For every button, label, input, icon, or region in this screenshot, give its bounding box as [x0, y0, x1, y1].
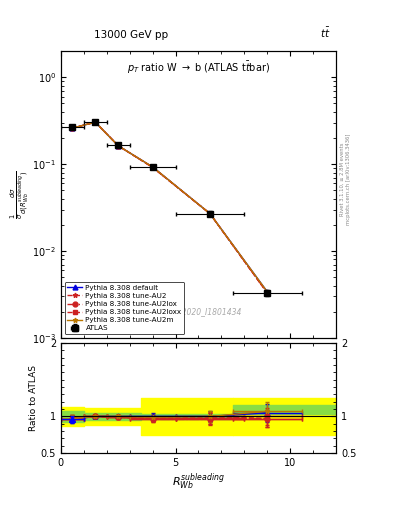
- Y-axis label: $\frac{1}{\sigma}\frac{d\sigma}{d(R_{Wb}^{subleading})}$: $\frac{1}{\sigma}\frac{d\sigma}{d(R_{Wb}…: [8, 170, 31, 219]
- Pythia 8.308 default: [93, 119, 97, 125]
- Line: Pythia 8.308 tune-AU2loxx: Pythia 8.308 tune-AU2loxx: [70, 120, 270, 295]
- Pythia 8.308 default: [116, 143, 121, 149]
- Pythia 8.308 tune-AU2m: [116, 143, 121, 149]
- Text: 13000 GeV pp: 13000 GeV pp: [94, 30, 168, 40]
- Pythia 8.308 tune-AU2lox: [150, 164, 155, 170]
- Pythia 8.308 tune-AU2lox: [265, 290, 270, 296]
- Pythia 8.308 tune-AU2loxx: [93, 119, 97, 125]
- Pythia 8.308 tune-AU2m: [150, 164, 155, 170]
- Pythia 8.308 tune-AU2lox: [70, 125, 75, 131]
- Pythia 8.308 tune-AU2: [150, 164, 155, 170]
- Pythia 8.308 tune-AU2loxx: [116, 143, 121, 149]
- Pythia 8.308 tune-AU2m: [208, 210, 212, 217]
- Pythia 8.308 tune-AU2loxx: [265, 290, 270, 296]
- Text: Rivet 3.1.10, ≥ 2.8M events: Rivet 3.1.10, ≥ 2.8M events: [340, 142, 345, 216]
- Pythia 8.308 tune-AU2: [208, 210, 212, 217]
- Pythia 8.308 tune-AU2m: [265, 289, 270, 295]
- Pythia 8.308 tune-AU2m: [70, 125, 75, 131]
- Pythia 8.308 default: [150, 164, 155, 170]
- Pythia 8.308 tune-AU2lox: [93, 119, 97, 125]
- Pythia 8.308 tune-AU2loxx: [208, 210, 212, 217]
- Pythia 8.308 tune-AU2: [116, 143, 121, 149]
- Pythia 8.308 default: [208, 210, 212, 217]
- Pythia 8.308 tune-AU2loxx: [70, 125, 75, 131]
- Line: Pythia 8.308 tune-AU2: Pythia 8.308 tune-AU2: [70, 120, 270, 295]
- Legend: Pythia 8.308 default, Pythia 8.308 tune-AU2, Pythia 8.308 tune-AU2lox, Pythia 8.: Pythia 8.308 default, Pythia 8.308 tune-…: [64, 282, 184, 334]
- Line: Pythia 8.308 default: Pythia 8.308 default: [70, 120, 270, 294]
- X-axis label: $R_{Wb}^{subleading}$: $R_{Wb}^{subleading}$: [172, 471, 225, 492]
- Pythia 8.308 tune-AU2m: [93, 119, 97, 125]
- Pythia 8.308 tune-AU2loxx: [150, 164, 155, 170]
- Line: Pythia 8.308 tune-AU2lox: Pythia 8.308 tune-AU2lox: [70, 120, 270, 295]
- Line: Pythia 8.308 tune-AU2m: Pythia 8.308 tune-AU2m: [70, 120, 270, 294]
- Pythia 8.308 default: [265, 289, 270, 295]
- Text: ATLAS_2020_I1801434: ATLAS_2020_I1801434: [155, 308, 242, 316]
- Text: mcplots.cern.ch [arXiv:1306.3436]: mcplots.cern.ch [arXiv:1306.3436]: [346, 134, 351, 225]
- Pythia 8.308 tune-AU2: [265, 290, 270, 296]
- Y-axis label: Ratio to ATLAS: Ratio to ATLAS: [29, 365, 38, 431]
- Pythia 8.308 tune-AU2lox: [116, 143, 121, 149]
- Pythia 8.308 tune-AU2lox: [208, 210, 212, 217]
- Pythia 8.308 tune-AU2: [70, 125, 75, 131]
- Pythia 8.308 default: [70, 125, 75, 131]
- Text: $p_T$ ratio W $\rightarrow$ b (ATLAS t$\bar{t}$bar): $p_T$ ratio W $\rightarrow$ b (ATLAS t$\…: [127, 60, 270, 76]
- Pythia 8.308 tune-AU2: [93, 119, 97, 125]
- Text: $t\bar{t}$: $t\bar{t}$: [320, 26, 331, 40]
